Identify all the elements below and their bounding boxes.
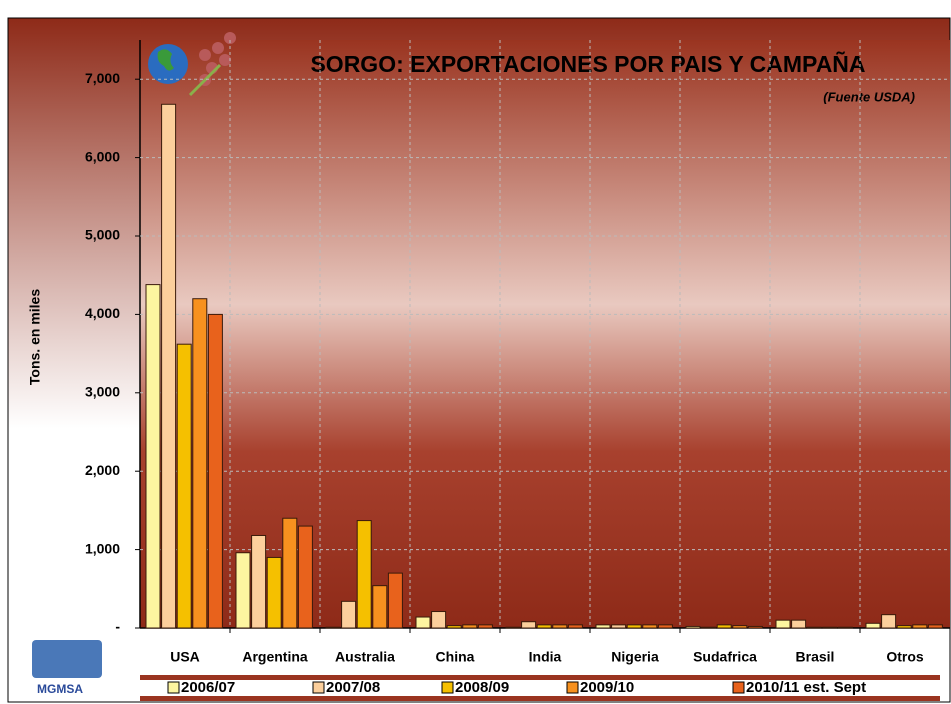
bar [658, 625, 672, 628]
bar [643, 625, 657, 628]
legend-label: 2007/08 [326, 679, 380, 696]
chart-title: SORGO: EXPORTACIONES POR PAIS Y CAMPAÑA [310, 50, 865, 77]
bar [432, 612, 446, 628]
bar [342, 601, 356, 628]
legend-swatch [313, 682, 324, 693]
bar [416, 617, 430, 628]
x-tick-label: USA [170, 649, 200, 665]
x-tick-label: India [529, 649, 562, 665]
y-tick-label: - [115, 619, 120, 635]
y-tick-label: 5,000 [85, 227, 120, 243]
bar [776, 620, 790, 628]
bar [146, 285, 160, 628]
x-tick-label: Otros [886, 649, 924, 665]
bar [823, 627, 837, 628]
bar [267, 557, 281, 628]
x-tick-label: Australia [335, 649, 395, 665]
bar [252, 535, 266, 628]
bar [686, 626, 700, 628]
bar [388, 573, 402, 628]
bar [612, 625, 626, 628]
bar [478, 625, 492, 628]
bar [193, 299, 207, 628]
bar [897, 626, 911, 628]
chart: MGMSA SORGO: EXPORTACIONES POR PAIS Y CA… [0, 0, 951, 704]
x-tick-label: China [436, 649, 475, 665]
bar [537, 625, 551, 628]
y-axis-label: Tons. en miles [27, 289, 43, 385]
bar [627, 625, 641, 628]
logo-text: MGMSA [37, 682, 83, 696]
bar [807, 627, 821, 628]
bar [838, 627, 852, 628]
y-tick-label: 6,000 [85, 148, 120, 164]
bar [162, 104, 176, 628]
legend-swatch [733, 682, 744, 693]
legend-label: 2010/11 est. Sept [746, 679, 866, 696]
y-tick-label: 4,000 [85, 305, 120, 321]
bar [522, 622, 536, 628]
bar [447, 626, 461, 628]
bar [928, 625, 942, 628]
bar [506, 627, 520, 628]
bar [733, 626, 747, 628]
bar [463, 625, 477, 628]
x-tick-label: Sudafrica [693, 649, 757, 665]
bar [208, 314, 222, 628]
legend-label: 2006/07 [181, 679, 235, 696]
bar [702, 627, 716, 628]
legend-swatch [567, 682, 578, 693]
y-tick-label: 7,000 [85, 70, 120, 86]
bar [283, 518, 297, 628]
y-tick-label: 2,000 [85, 462, 120, 478]
bar [568, 625, 582, 628]
bar [792, 620, 806, 628]
legend-label: 2009/10 [580, 679, 634, 696]
chart-subtitle: (Fuente USDA) [823, 89, 915, 104]
bar [357, 521, 371, 628]
bar [553, 625, 567, 628]
legend-swatch [442, 682, 453, 693]
bar [177, 344, 191, 628]
bar [596, 625, 610, 628]
y-tick-label: 3,000 [85, 384, 120, 400]
legend-label: 2008/09 [455, 679, 509, 696]
y-tick-label: 1,000 [85, 540, 120, 556]
bar [298, 526, 312, 628]
bar [748, 626, 762, 628]
bar [717, 625, 731, 628]
x-tick-label: Brasil [796, 649, 835, 665]
bar [913, 625, 927, 628]
bar [866, 623, 880, 628]
bar [236, 553, 250, 628]
legend-swatch [168, 682, 179, 693]
bar [326, 627, 340, 628]
x-tick-label: Argentina [242, 649, 308, 665]
bar [373, 586, 387, 628]
logo-icon [32, 640, 102, 678]
x-tick-label: Nigeria [611, 649, 659, 665]
bar [882, 615, 896, 628]
